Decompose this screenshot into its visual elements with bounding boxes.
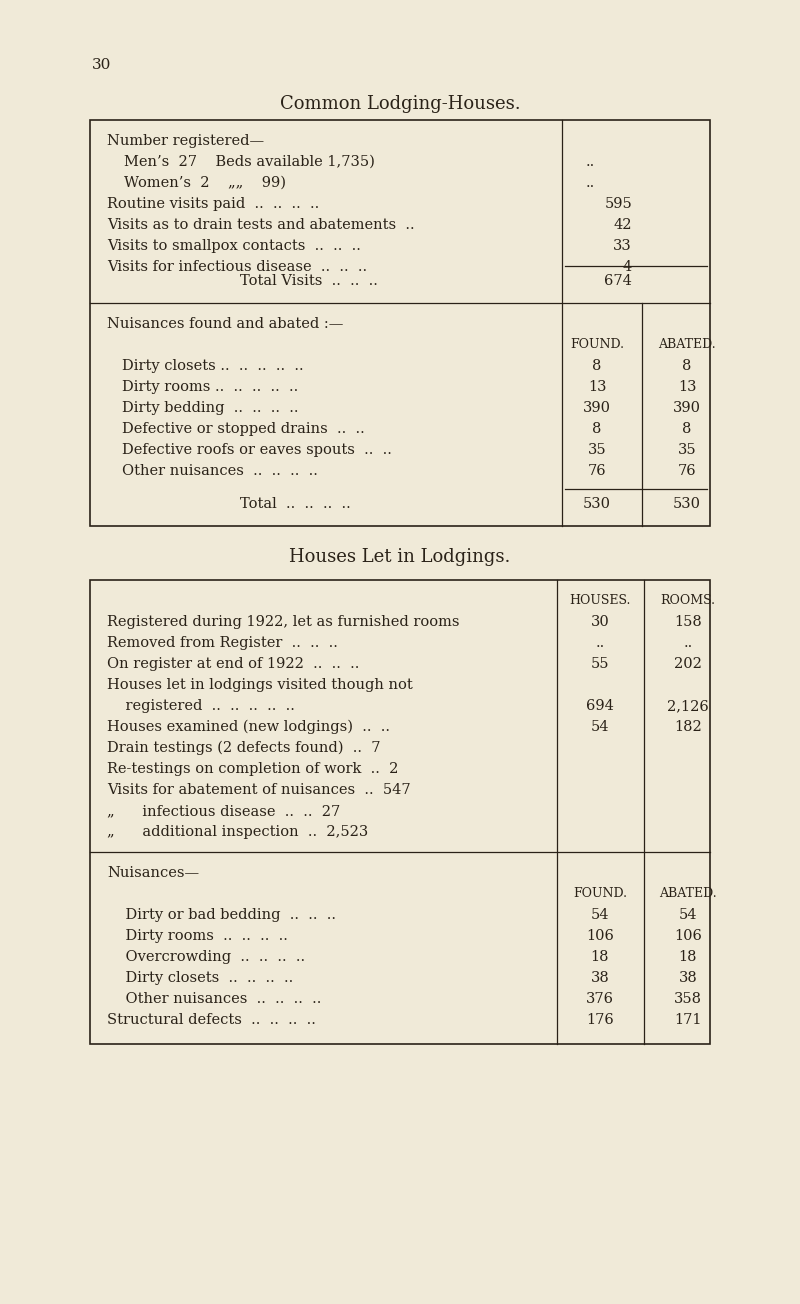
Text: registered  ..  ..  ..  ..  ..: registered .. .. .. .. .. (107, 699, 295, 713)
Text: ABATED.: ABATED. (659, 887, 717, 900)
Text: 76: 76 (588, 464, 606, 479)
Text: 38: 38 (678, 971, 698, 985)
Text: Men’s  27    Beds available 1,735): Men’s 27 Beds available 1,735) (124, 155, 375, 170)
Text: 390: 390 (583, 402, 611, 415)
Text: Nuisances—: Nuisances— (107, 866, 199, 880)
Text: 202: 202 (674, 657, 702, 672)
Text: 694: 694 (586, 699, 614, 713)
Text: Visits for abatement of nuisances  ..  547: Visits for abatement of nuisances .. 547 (107, 782, 410, 797)
Text: 106: 106 (674, 928, 702, 943)
Text: 8: 8 (682, 359, 692, 373)
Text: 30: 30 (92, 57, 111, 72)
Text: 18: 18 (590, 951, 610, 964)
Text: Other nuisances  ..  ..  ..  ..: Other nuisances .. .. .. .. (122, 464, 318, 479)
Text: Defective roofs or eaves spouts  ..  ..: Defective roofs or eaves spouts .. .. (122, 443, 392, 456)
Text: ..: .. (595, 636, 605, 649)
Text: ..: .. (586, 155, 594, 170)
Text: 13: 13 (588, 379, 606, 394)
Text: 376: 376 (586, 992, 614, 1005)
Text: Registered during 1922, let as furnished rooms: Registered during 1922, let as furnished… (107, 615, 459, 629)
Text: Visits for infectious disease  ..  ..  ..: Visits for infectious disease .. .. .. (107, 259, 367, 274)
Text: Drain testings (2 defects found)  ..  7: Drain testings (2 defects found) .. 7 (107, 741, 381, 755)
Text: Number registered—: Number registered— (107, 134, 264, 147)
Text: Dirty closets  ..  ..  ..  ..: Dirty closets .. .. .. .. (107, 971, 294, 985)
Text: „      infectious disease  ..  ..  27: „ infectious disease .. .. 27 (107, 805, 340, 818)
Text: 55: 55 (590, 657, 610, 672)
Text: 18: 18 (678, 951, 698, 964)
Bar (90, 120, 710, 526)
Text: Common Lodging-Houses.: Common Lodging-Houses. (280, 95, 520, 113)
Text: 530: 530 (673, 497, 701, 511)
Text: 158: 158 (674, 615, 702, 629)
Text: 176: 176 (586, 1013, 614, 1028)
Text: Visits as to drain tests and abatements  ..: Visits as to drain tests and abatements … (107, 218, 414, 232)
Text: 54: 54 (678, 908, 698, 922)
Text: 8: 8 (592, 359, 602, 373)
Text: Re-testings on completion of work  ..  2: Re-testings on completion of work .. 2 (107, 762, 398, 776)
Text: Overcrowding  ..  ..  ..  ..: Overcrowding .. .. .. .. (107, 951, 305, 964)
Text: 4: 4 (622, 259, 632, 274)
Text: FOUND.: FOUND. (573, 887, 627, 900)
Text: Women’s  2    „„    99): Women’s 2 „„ 99) (124, 176, 286, 190)
Text: Defective or stopped drains  ..  ..: Defective or stopped drains .. .. (122, 422, 365, 436)
Text: 54: 54 (590, 720, 610, 734)
Text: 38: 38 (590, 971, 610, 985)
Text: 595: 595 (604, 197, 632, 211)
Text: Dirty closets ..  ..  ..  ..  ..: Dirty closets .. .. .. .. .. (122, 359, 304, 373)
Text: Houses Let in Lodgings.: Houses Let in Lodgings. (290, 548, 510, 566)
Text: Structural defects  ..  ..  ..  ..: Structural defects .. .. .. .. (107, 1013, 316, 1028)
Text: „      additional inspection  ..  2,523: „ additional inspection .. 2,523 (107, 825, 368, 838)
Text: Dirty rooms  ..  ..  ..  ..: Dirty rooms .. .. .. .. (107, 928, 288, 943)
Text: 8: 8 (592, 422, 602, 436)
Text: 54: 54 (590, 908, 610, 922)
Text: 182: 182 (674, 720, 702, 734)
Bar (90, 580, 710, 1045)
Text: 35: 35 (678, 443, 696, 456)
Text: 76: 76 (678, 464, 696, 479)
Text: Dirty rooms ..  ..  ..  ..  ..: Dirty rooms .. .. .. .. .. (122, 379, 298, 394)
Text: 358: 358 (674, 992, 702, 1005)
Text: 2,126: 2,126 (667, 699, 709, 713)
Text: ABATED.: ABATED. (658, 338, 716, 351)
Text: 171: 171 (674, 1013, 702, 1028)
Text: FOUND.: FOUND. (570, 338, 624, 351)
Text: Houses examined (new lodgings)  ..  ..: Houses examined (new lodgings) .. .. (107, 720, 390, 734)
Text: 8: 8 (682, 422, 692, 436)
Text: Dirty or bad bedding  ..  ..  ..: Dirty or bad bedding .. .. .. (107, 908, 336, 922)
Text: 30: 30 (590, 615, 610, 629)
Text: Total Visits  ..  ..  ..: Total Visits .. .. .. (240, 274, 378, 288)
Text: ..: .. (683, 636, 693, 649)
Text: 390: 390 (673, 402, 701, 415)
Text: Other nuisances  ..  ..  ..  ..: Other nuisances .. .. .. .. (107, 992, 322, 1005)
Text: Nuisances found and abated :—: Nuisances found and abated :— (107, 317, 343, 331)
Text: Visits to smallpox contacts  ..  ..  ..: Visits to smallpox contacts .. .. .. (107, 239, 361, 253)
Text: 33: 33 (614, 239, 632, 253)
Text: HOUSES.: HOUSES. (570, 595, 630, 606)
Text: Total  ..  ..  ..  ..: Total .. .. .. .. (240, 497, 350, 511)
Text: ROOMS.: ROOMS. (661, 595, 715, 606)
Text: On register at end of 1922  ..  ..  ..: On register at end of 1922 .. .. .. (107, 657, 359, 672)
Text: 106: 106 (586, 928, 614, 943)
Text: Removed from Register  ..  ..  ..: Removed from Register .. .. .. (107, 636, 338, 649)
Text: 42: 42 (614, 218, 632, 232)
Text: ..: .. (586, 176, 594, 190)
Text: Dirty bedding  ..  ..  ..  ..: Dirty bedding .. .. .. .. (122, 402, 298, 415)
Text: 674: 674 (604, 274, 632, 288)
Text: Houses let in lodgings visited though not: Houses let in lodgings visited though no… (107, 678, 413, 692)
Text: 530: 530 (583, 497, 611, 511)
Text: 13: 13 (678, 379, 696, 394)
Text: 35: 35 (588, 443, 606, 456)
Text: Routine visits paid  ..  ..  ..  ..: Routine visits paid .. .. .. .. (107, 197, 319, 211)
